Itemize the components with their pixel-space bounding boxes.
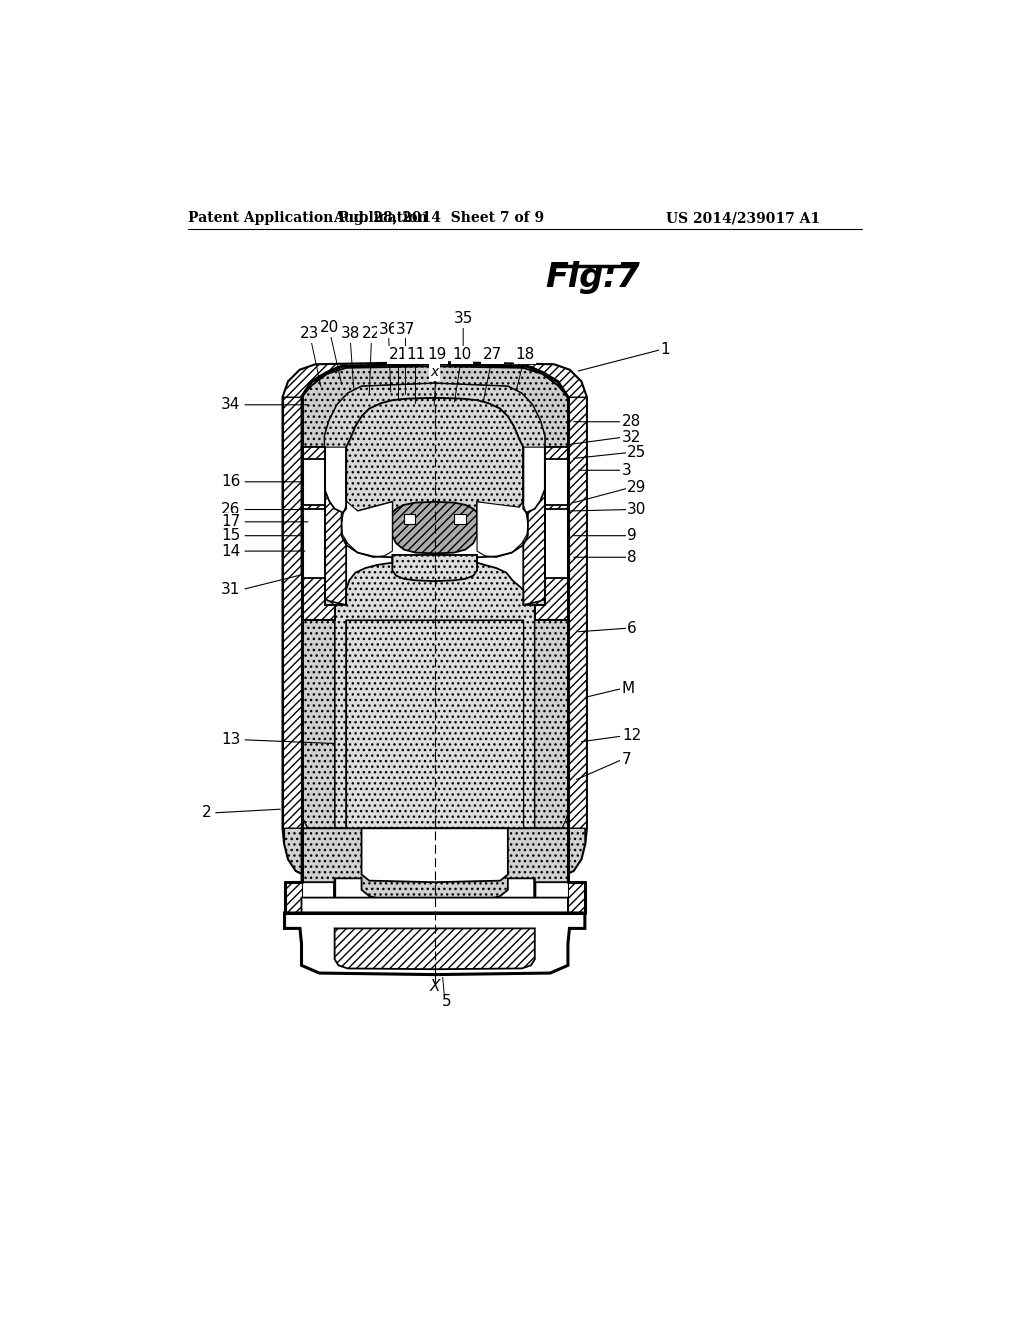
Text: 9: 9 [628, 528, 637, 544]
Text: 5: 5 [441, 994, 452, 1008]
Polygon shape [535, 813, 585, 878]
Text: Fig:7: Fig:7 [545, 261, 640, 294]
Text: Aug. 28, 2014  Sheet 7 of 9: Aug. 28, 2014 Sheet 7 of 9 [333, 211, 544, 226]
Polygon shape [285, 882, 301, 913]
Polygon shape [301, 367, 568, 447]
Text: M: M [622, 681, 635, 696]
Text: US 2014/239017 A1: US 2014/239017 A1 [666, 211, 820, 226]
Polygon shape [335, 928, 535, 969]
Text: 35: 35 [454, 312, 473, 326]
Text: 10: 10 [452, 347, 471, 362]
Polygon shape [568, 397, 587, 829]
Text: 32: 32 [622, 429, 641, 445]
Text: 16: 16 [221, 474, 241, 490]
Polygon shape [301, 829, 568, 900]
Polygon shape [346, 620, 523, 829]
Text: 34: 34 [221, 397, 241, 412]
Polygon shape [361, 829, 508, 882]
Text: 7: 7 [622, 751, 632, 767]
Text: 20: 20 [319, 321, 339, 335]
Polygon shape [283, 397, 301, 829]
Polygon shape [301, 508, 325, 578]
Polygon shape [301, 447, 335, 620]
Text: 13: 13 [221, 733, 241, 747]
Polygon shape [335, 916, 535, 942]
Polygon shape [535, 829, 585, 878]
Text: 3: 3 [622, 463, 632, 478]
Text: 21: 21 [389, 347, 409, 362]
Text: 36: 36 [379, 322, 398, 337]
Text: 31: 31 [221, 582, 241, 597]
Polygon shape [283, 363, 587, 913]
Text: 14: 14 [221, 544, 241, 558]
Text: 19: 19 [427, 347, 446, 362]
Polygon shape [392, 502, 477, 553]
Text: 26: 26 [221, 502, 241, 517]
Polygon shape [403, 515, 416, 524]
Text: 12: 12 [622, 729, 641, 743]
Polygon shape [568, 882, 585, 913]
Text: 8: 8 [628, 549, 637, 565]
Polygon shape [283, 363, 587, 397]
Polygon shape [325, 383, 545, 447]
Text: 29: 29 [628, 480, 646, 495]
Text: 28: 28 [622, 414, 641, 429]
Polygon shape [523, 447, 568, 605]
Text: 38: 38 [340, 326, 359, 342]
Text: Patent Application Publication: Patent Application Publication [188, 211, 428, 226]
Text: 2: 2 [202, 805, 211, 821]
Polygon shape [477, 502, 528, 557]
Polygon shape [301, 459, 325, 506]
Polygon shape [301, 574, 335, 829]
Polygon shape [285, 829, 335, 878]
Polygon shape [301, 447, 346, 605]
Text: 6: 6 [628, 620, 637, 636]
Text: 23: 23 [300, 326, 319, 342]
Polygon shape [535, 447, 568, 620]
Polygon shape [346, 397, 523, 548]
Polygon shape [545, 508, 568, 578]
Text: 37: 37 [395, 322, 415, 337]
Text: 27: 27 [483, 347, 502, 362]
Polygon shape [335, 554, 535, 829]
Text: X: X [429, 978, 440, 994]
Polygon shape [285, 913, 585, 974]
Polygon shape [454, 515, 466, 524]
Text: 30: 30 [628, 502, 646, 517]
Text: 25: 25 [628, 445, 646, 461]
Text: 15: 15 [221, 528, 241, 544]
Text: x: x [430, 366, 439, 379]
Text: 1: 1 [660, 342, 670, 356]
Text: 17: 17 [221, 515, 241, 529]
Text: 18: 18 [515, 347, 535, 362]
Polygon shape [545, 459, 568, 506]
Polygon shape [535, 574, 568, 829]
Polygon shape [301, 898, 568, 942]
Polygon shape [342, 502, 392, 557]
Polygon shape [285, 813, 335, 878]
Text: 22: 22 [361, 326, 381, 342]
Text: 11: 11 [406, 347, 425, 362]
